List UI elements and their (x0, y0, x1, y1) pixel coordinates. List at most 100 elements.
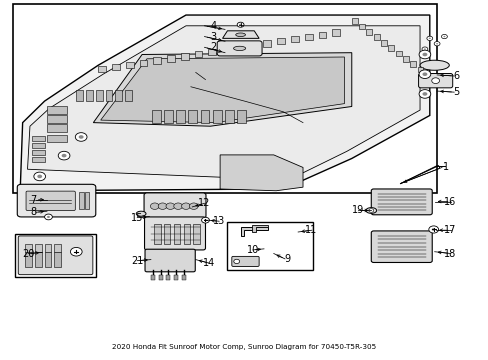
Bar (304, 34, 312, 40)
Text: 18: 18 (444, 248, 456, 258)
Bar (47, 107, 66, 114)
Text: 12: 12 (198, 198, 210, 208)
Bar (35, 244, 41, 252)
FancyBboxPatch shape (144, 217, 205, 250)
Circle shape (428, 38, 430, 39)
Bar (13, 4, 436, 193)
Bar (25, 244, 32, 252)
Circle shape (203, 219, 206, 221)
Bar (96, 90, 102, 101)
Ellipse shape (419, 60, 448, 70)
Circle shape (423, 48, 425, 50)
Circle shape (61, 154, 66, 157)
Circle shape (422, 72, 427, 76)
Circle shape (173, 203, 182, 210)
Bar (409, 61, 415, 67)
Bar (163, 110, 172, 123)
Bar (395, 50, 401, 56)
Polygon shape (101, 57, 344, 123)
Bar (193, 224, 199, 244)
Circle shape (418, 50, 430, 59)
Bar (402, 56, 408, 62)
FancyBboxPatch shape (217, 41, 262, 56)
Bar (166, 275, 170, 280)
Circle shape (433, 41, 439, 46)
Text: 1: 1 (442, 162, 448, 172)
Circle shape (421, 47, 427, 51)
Bar (154, 224, 160, 244)
Bar (151, 275, 155, 280)
Circle shape (239, 24, 242, 26)
Bar (235, 44, 243, 51)
Text: 17: 17 (443, 225, 456, 235)
Bar (44, 252, 51, 267)
Bar (263, 40, 271, 46)
Bar (249, 42, 257, 49)
Bar (387, 45, 393, 51)
Ellipse shape (235, 33, 245, 37)
Circle shape (34, 172, 45, 181)
Bar (84, 192, 89, 210)
Circle shape (70, 247, 82, 256)
FancyBboxPatch shape (144, 193, 205, 218)
Text: 10: 10 (246, 245, 259, 255)
Polygon shape (240, 227, 267, 235)
Bar (25, 252, 32, 267)
Circle shape (418, 70, 430, 78)
Circle shape (75, 133, 87, 141)
Bar (152, 110, 160, 123)
Bar (222, 46, 229, 53)
Polygon shape (222, 31, 259, 39)
Bar (212, 110, 221, 123)
Circle shape (47, 216, 50, 218)
Circle shape (422, 92, 427, 96)
Bar (174, 275, 178, 280)
Circle shape (418, 90, 430, 98)
Text: 7: 7 (30, 195, 36, 205)
Bar (237, 110, 245, 123)
Text: 13: 13 (212, 216, 224, 226)
Bar (176, 110, 184, 123)
Bar (54, 252, 61, 267)
Text: 4: 4 (210, 21, 216, 31)
FancyBboxPatch shape (418, 73, 452, 88)
Circle shape (443, 36, 445, 37)
Circle shape (441, 35, 447, 39)
Bar (208, 49, 216, 55)
Circle shape (189, 203, 198, 210)
Text: 2020 Honda Fit Sunroof Motor Comp, Sunroo Diagram for 70450-T5R-305: 2020 Honda Fit Sunroof Motor Comp, Sunro… (112, 345, 376, 350)
Polygon shape (27, 26, 419, 180)
Bar (125, 90, 132, 101)
Bar (86, 90, 93, 101)
Polygon shape (251, 225, 267, 232)
Circle shape (422, 53, 427, 56)
Bar (35, 252, 41, 267)
Bar (380, 40, 386, 45)
FancyBboxPatch shape (370, 189, 431, 215)
Circle shape (201, 217, 209, 223)
Bar (98, 66, 106, 72)
Circle shape (150, 203, 159, 210)
Bar (32, 135, 44, 140)
Circle shape (44, 214, 52, 220)
Text: 20: 20 (22, 248, 35, 258)
Circle shape (435, 43, 437, 44)
Bar (153, 57, 161, 64)
Ellipse shape (365, 208, 376, 213)
Bar (188, 110, 197, 123)
Bar (167, 55, 175, 62)
Circle shape (428, 226, 438, 233)
Bar (277, 38, 285, 44)
Polygon shape (220, 155, 303, 191)
Text: 9: 9 (284, 254, 290, 264)
Bar (417, 67, 423, 72)
Circle shape (58, 151, 70, 160)
FancyBboxPatch shape (231, 256, 259, 266)
Bar (290, 36, 298, 42)
Circle shape (233, 259, 239, 264)
Bar (318, 32, 325, 38)
Text: 6: 6 (452, 71, 458, 81)
Bar (32, 143, 44, 148)
Bar (76, 90, 83, 101)
Bar (358, 24, 364, 30)
